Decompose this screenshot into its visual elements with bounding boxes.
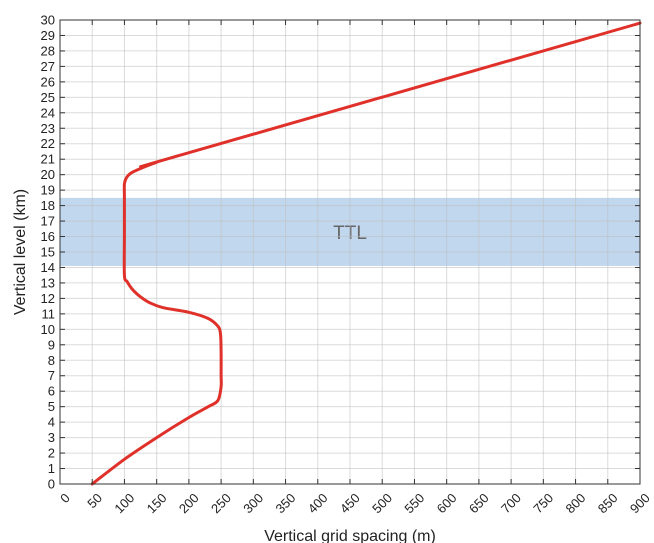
y-tick-label: 7 — [48, 368, 55, 383]
y-tick-label: 20 — [41, 167, 55, 182]
y-tick-label: 10 — [41, 322, 55, 337]
x-tick-label: 650 — [466, 490, 492, 516]
x-tick-label: 100 — [111, 490, 137, 516]
x-tick-label: 350 — [273, 490, 299, 516]
y-tick-label: 16 — [41, 229, 55, 244]
y-tick-label: 2 — [48, 446, 55, 461]
x-tick-label: 550 — [401, 490, 427, 516]
x-tick-label: 50 — [84, 490, 105, 511]
y-tick-label: 27 — [41, 59, 55, 74]
y-tick-label: 8 — [48, 353, 55, 368]
y-tick-label: 25 — [41, 90, 55, 105]
y-tick-label: 4 — [48, 415, 55, 430]
y-tick-label: 11 — [42, 306, 56, 321]
x-axis-label: Vertical grid spacing (m) — [264, 528, 436, 543]
grid-layer — [59, 19, 641, 485]
axis-label-layer: Vertical grid spacing (m) Vertical level… — [12, 189, 436, 543]
y-tick-label: 24 — [41, 105, 55, 120]
x-tick-label: 450 — [337, 490, 363, 516]
y-tick-label: 19 — [41, 183, 55, 198]
y-tick-label: 5 — [48, 399, 55, 414]
y-tick-label: 18 — [41, 198, 55, 213]
series-layer — [90, 21, 642, 486]
x-tick-label: 200 — [176, 490, 202, 516]
x-tick-label: 850 — [595, 490, 621, 516]
y-tick-label: 30 — [41, 13, 55, 28]
x-tick-label: 300 — [240, 490, 266, 516]
y-tick-label: 23 — [41, 121, 55, 136]
x-tick-label: 700 — [498, 490, 524, 516]
x-tick-label: 250 — [208, 490, 234, 516]
y-tick-label: 1 — [48, 461, 55, 476]
y-tick-label: 21 — [41, 152, 55, 167]
y-tick-label: 3 — [48, 430, 55, 445]
y-tick-label: 22 — [41, 136, 55, 151]
y-tick-label: 29 — [41, 28, 55, 43]
y-tick-label: 15 — [41, 245, 55, 260]
x-tick-label: 600 — [434, 490, 460, 516]
y-tick-label: 0 — [48, 477, 55, 492]
x-tick-label: 0 — [57, 490, 73, 506]
y-tick-label: 26 — [41, 74, 55, 89]
y-tick-label: 9 — [48, 337, 55, 352]
y-tick-label: 28 — [41, 43, 55, 58]
grid-spacing-series-line — [90, 21, 642, 486]
y-tick-label: 17 — [41, 214, 55, 229]
y-axis-label: Vertical level (km) — [12, 189, 29, 315]
x-tick-label: 150 — [144, 490, 170, 516]
y-tick-label: 13 — [41, 275, 55, 290]
x-tick-label: 750 — [530, 490, 556, 516]
x-tick-label: 400 — [305, 490, 331, 516]
x-tick-label: 900 — [627, 490, 653, 516]
x-tick-label: 800 — [563, 490, 589, 516]
y-tick-label: 14 — [41, 260, 55, 275]
x-tick-label: 500 — [369, 490, 395, 516]
y-tick-label: 12 — [41, 291, 55, 306]
y-tick-label: 6 — [48, 384, 55, 399]
